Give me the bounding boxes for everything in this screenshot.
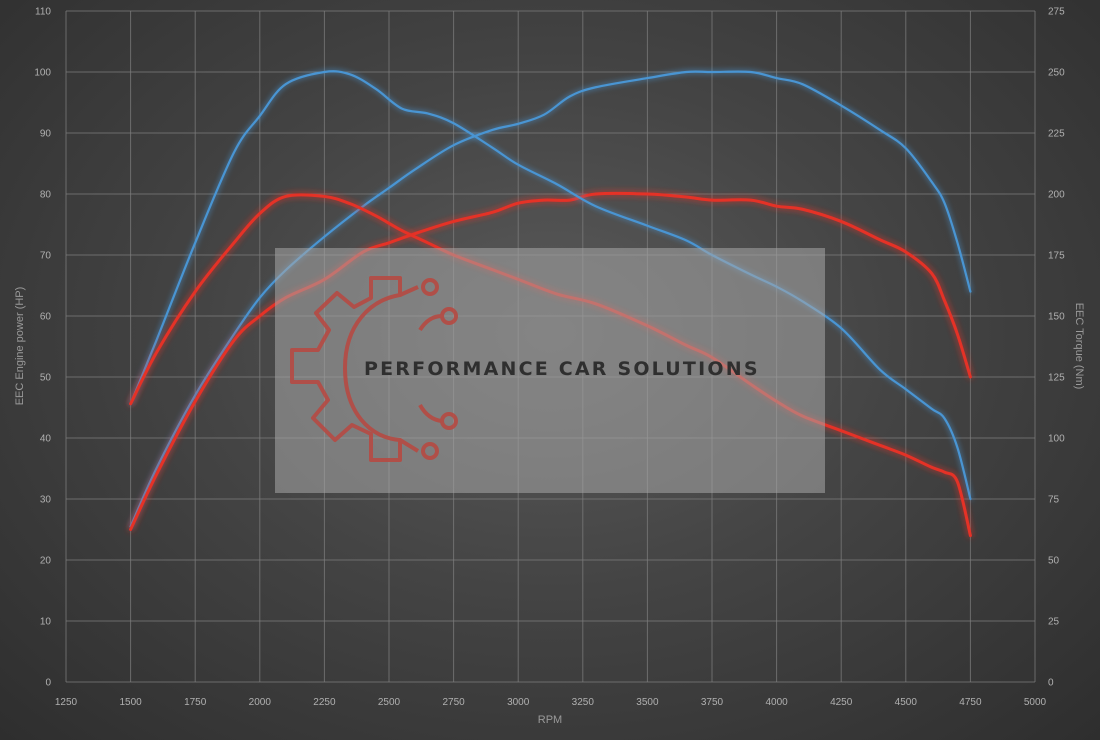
y-left-axis-title: EEC Engine power (HP) [14, 287, 26, 406]
x-axis-title: RPM [538, 714, 562, 726]
x-tick-label: 4500 [895, 697, 918, 708]
y-left-tick-label: 80 [40, 190, 52, 201]
y-left-tick-label: 50 [40, 373, 52, 384]
y-left-tick-label: 100 [34, 68, 51, 79]
y-left-tick-label: 20 [40, 556, 52, 567]
stock-power-line [129, 70, 972, 528]
x-tick-label: 1500 [119, 697, 142, 708]
y-left-axis-ticks: 0 10 20 30 40 50 60 70 80 90 100 110 [34, 7, 51, 689]
y-right-tick-label: 150 [1048, 312, 1065, 323]
gear-circuit-icon [290, 276, 458, 462]
x-tick-label: 4000 [765, 697, 788, 708]
watermark-text: PERFORMANCE CAR SOLUTIONS [364, 358, 760, 380]
watermark: PERFORMANCE CAR SOLUTIONS [275, 248, 825, 493]
y-left-tick-label: 90 [40, 129, 52, 140]
y-right-tick-label: 100 [1048, 434, 1065, 445]
x-tick-label: 3250 [572, 697, 595, 708]
x-tick-label: 2000 [249, 697, 272, 708]
x-tick-label: 4750 [959, 697, 982, 708]
x-tick-label: 3000 [507, 697, 530, 708]
x-tick-label: 3500 [636, 697, 659, 708]
x-tick-label: 5000 [1024, 697, 1047, 708]
grid-lines [65, 10, 1036, 683]
x-tick-label: 1250 [55, 697, 78, 708]
y-left-tick-label: 30 [40, 495, 52, 506]
y-right-tick-label: 75 [1048, 495, 1060, 506]
y-right-tick-label: 250 [1048, 68, 1065, 79]
y-left-tick-label: 40 [40, 434, 52, 445]
x-tick-label: 2250 [313, 697, 336, 708]
y-right-axis-title: EEC Torque (Nm) [1073, 303, 1085, 390]
y-left-tick-label: 10 [40, 617, 52, 628]
y-left-tick-label: 60 [40, 312, 52, 323]
x-tick-label: 3750 [701, 697, 724, 708]
y-right-tick-label: 200 [1048, 190, 1065, 201]
y-left-tick-label: 0 [45, 678, 51, 689]
y-left-tick-label: 70 [40, 251, 52, 262]
x-axis-ticks: 1250 1500 1750 2000 2250 2500 2750 3000 3250 3500… [55, 697, 1047, 708]
y-right-tick-label: 175 [1048, 251, 1065, 262]
tuned-power-line [129, 191, 972, 531]
y-left-tick-label: 110 [35, 7, 51, 18]
y-right-tick-label: 0 [1048, 678, 1054, 689]
stock-torque-line [129, 70, 972, 501]
x-tick-label: 4250 [830, 697, 853, 708]
watermark-box [275, 248, 825, 493]
y-right-tick-label: 125 [1048, 373, 1065, 384]
x-tick-label: 1750 [184, 697, 207, 708]
y-right-tick-label: 25 [1048, 617, 1060, 628]
x-tick-label: 2750 [442, 697, 465, 708]
y-right-tick-label: 225 [1048, 129, 1065, 140]
x-tick-label: 2500 [378, 697, 401, 708]
y-right-axis-ticks: 0 25 50 75 100 125 150 175 200 225 250 275 [1048, 7, 1065, 689]
y-right-tick-label: 50 [1048, 556, 1060, 567]
y-right-tick-label: 275 [1048, 7, 1065, 18]
